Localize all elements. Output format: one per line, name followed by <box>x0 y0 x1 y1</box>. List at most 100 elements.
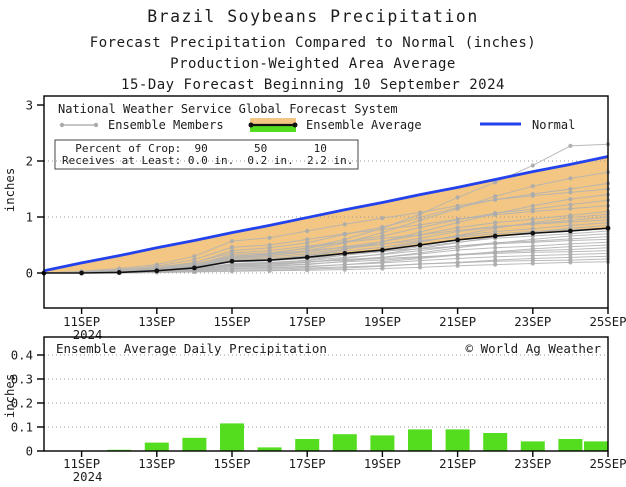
ensemble-member-dot <box>568 219 573 225</box>
ensemble-member-dot <box>530 193 535 198</box>
ensemble-member-dot <box>493 251 498 256</box>
crop-table-box <box>54 139 359 170</box>
ensemble-member-dot <box>229 250 235 255</box>
ensemble-average-dot <box>342 251 348 256</box>
ensemble-member-dot <box>342 240 347 245</box>
ensemble-average-swatch-green <box>250 126 296 132</box>
bottom-x-tick-label: 23SEP <box>514 457 551 471</box>
daily-precip-bar <box>584 441 608 451</box>
ensemble-member-dot <box>229 269 235 274</box>
page-title: Brazil Soybeans Precipitation <box>147 7 479 26</box>
ensemble-member-dot <box>417 261 423 267</box>
ensemble-member-dot <box>417 246 423 252</box>
ensemble-member-dot <box>568 202 573 207</box>
ensemble-member-line <box>43 219 609 274</box>
ensemble-member-dot <box>305 268 310 273</box>
top-x-tick-label: 21SEP <box>439 315 476 329</box>
daily-precip-bar <box>483 433 508 451</box>
ensemble-member-dot <box>530 163 535 168</box>
ensemble-member-dot <box>455 244 460 249</box>
ensemble-member-dot <box>342 231 347 236</box>
top-x-tick-label: 17SEP <box>289 315 326 329</box>
bottom-x-year-label: 2024 <box>73 470 103 484</box>
ensemble-member-dot <box>342 245 347 250</box>
subtitle-comparison: Forecast Precipitation Compared to Norma… <box>89 35 537 51</box>
ensemble-average-swatch-dot <box>248 122 254 128</box>
ensemble-average-dot <box>267 257 272 263</box>
daily-precip-bar <box>520 441 545 451</box>
daily-precip-bar <box>332 434 357 451</box>
ensemble-member-dot <box>380 256 385 261</box>
ensemble-average-line <box>44 227 609 274</box>
ensemble-member-dot <box>455 228 460 233</box>
top-y-tick-label: 2 <box>26 155 33 169</box>
ensemble-member-dot <box>417 210 423 215</box>
daily-precip-bar <box>182 437 207 451</box>
ensemble-member-dot <box>568 190 573 195</box>
ensemble-member-dot <box>229 245 235 250</box>
ensemble-member-dot <box>455 247 460 253</box>
ensemble-member-dot <box>455 203 460 208</box>
ensemble-member-dot <box>530 261 535 266</box>
ensemble-member-dot <box>229 238 235 244</box>
ensemble-member-dot <box>417 222 423 227</box>
legend-normal-label: Normal <box>532 118 575 132</box>
chart-titles: Brazil Soybeans Precipitation Forecast P… <box>0 7 626 98</box>
ensemble-average-dot <box>79 270 84 276</box>
ensemble-member-dot <box>530 217 535 222</box>
ensemble-member-dot <box>455 263 460 268</box>
top-x-tick-label: 15SEP <box>213 315 250 329</box>
top-x-tick-label: 19SEP <box>364 315 401 329</box>
normal-line <box>43 155 609 273</box>
bottom-y-axis-title: inches <box>3 374 17 418</box>
ensemble-member-dot <box>493 220 498 225</box>
top-y-tick-label: 3 <box>26 99 33 113</box>
bottom-chart-title: Ensemble Average Daily Precipitation <box>56 341 327 356</box>
ensemble-member-line <box>44 261 609 274</box>
daily-precip-bar <box>220 423 244 451</box>
ensemble-member-dot <box>530 184 535 189</box>
bottom-x-tick-label: 19SEP <box>364 457 401 471</box>
ensemble-member-dot <box>229 262 235 267</box>
ensemble-member-dot <box>530 240 535 245</box>
ensemble-member-dot <box>305 259 310 264</box>
legend-ensemble-members-label: Ensemble Members <box>108 118 224 132</box>
crop-table-row-percent: Percent of Crop: 90 50 10 <box>62 142 327 155</box>
ensemble-average-dot <box>304 254 310 260</box>
ensemble-member-dot <box>267 251 272 257</box>
ensemble-average-dot <box>192 265 197 271</box>
ensemble-members-swatch-dot <box>59 122 65 128</box>
ensemble-member-dot <box>380 241 385 246</box>
ensemble-member-dot <box>305 237 310 242</box>
ensemble-member-dot <box>568 186 573 192</box>
ensemble-member-dot <box>568 196 573 202</box>
ensemble-member-dot <box>267 242 272 248</box>
ensemble-average-dot <box>116 270 122 275</box>
ensemble-member-dot <box>380 230 385 235</box>
ensemble-member-dot <box>305 244 310 249</box>
top-y-tick-label: 0 <box>26 267 33 281</box>
subtitle-area-average: Production-Weighted Area Average <box>170 56 456 72</box>
ensemble-member-dot <box>568 260 573 265</box>
ensemble-member-dot <box>342 222 347 227</box>
daily-precip-bar <box>257 447 282 451</box>
ensemble-member-line <box>43 227 609 274</box>
ensemble-member-line <box>43 205 609 274</box>
ensemble-member-dot <box>380 236 385 241</box>
ensemble-member-dot <box>417 254 423 259</box>
ensemble-member-dot <box>493 197 498 202</box>
top-x-tick-label: 13SEP <box>138 315 175 329</box>
top-chart-forecast-vs-normal: 0 1 2 3 11SEP 13SEP 15SEP 17SEP 19SEP 21SEP 23SEP 2… <box>26 95 626 342</box>
ensemble-average-dot <box>229 258 235 264</box>
ensemble-member-dot <box>493 254 498 259</box>
daily-precip-bar <box>408 429 432 451</box>
top-y-tick-label: 1 <box>26 211 33 225</box>
bottom-chart-daily-precipitation: 0 0.1 0.2 0.3 0.4 11SEP 13SEP 15SEP 17SEP 19SEP 21… <box>11 336 626 484</box>
subtitle-forecast-period: 15-Day Forecast Beginning 10 September 2… <box>121 77 505 93</box>
ensemble-members-swatch-dot <box>93 122 99 128</box>
top-x-tick-label: 25SEP <box>589 315 626 329</box>
ensemble-member-dot <box>493 245 498 250</box>
ensemble-member-dot <box>493 262 498 267</box>
bottom-x-tick-label: 25SEP <box>589 457 626 471</box>
